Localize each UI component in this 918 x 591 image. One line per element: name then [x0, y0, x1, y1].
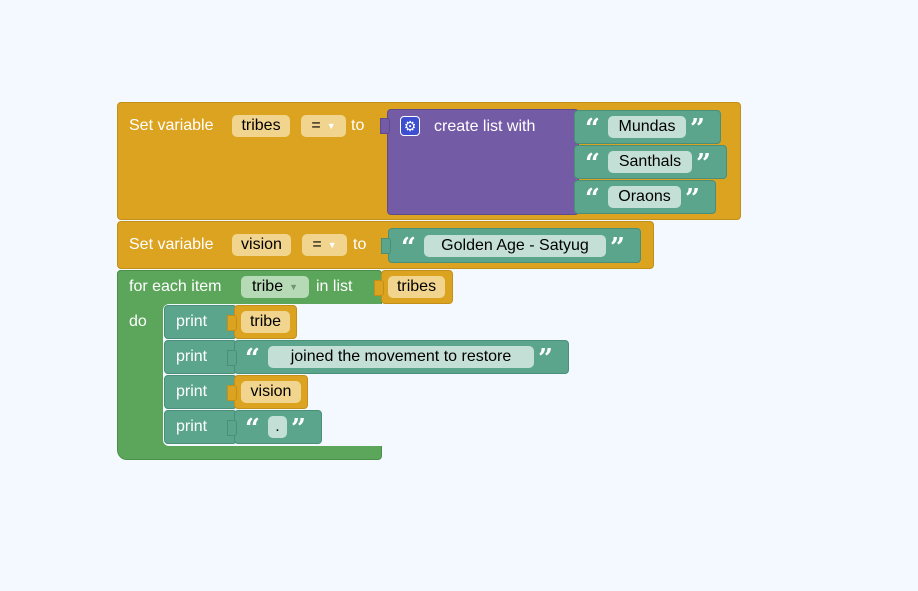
- open-quote-icon: “: [585, 184, 600, 214]
- chevron-down-icon: ▼: [289, 282, 299, 292]
- close-quote-icon: ”: [690, 114, 705, 144]
- text-output-tab: [227, 420, 237, 436]
- chevron-down-icon: ▼: [327, 240, 337, 250]
- text-output-tab: [381, 238, 391, 254]
- text-field-joined[interactable]: joined the movement to restore: [268, 346, 534, 368]
- for-each-label: for each item: [129, 278, 222, 295]
- loop-variable-label: tribe: [251, 278, 284, 296]
- close-quote-icon: ”: [685, 184, 700, 214]
- set-vision-prefix-label: Set variable: [129, 236, 214, 253]
- create-list-label: create list with: [434, 118, 536, 135]
- getter-output-tab: [227, 385, 237, 401]
- print-label: print: [176, 383, 208, 400]
- open-quote-icon: “: [585, 114, 600, 144]
- text-field-mundas[interactable]: Mundas: [608, 116, 686, 138]
- open-quote-icon: “: [401, 233, 416, 263]
- vision-getter-field[interactable]: vision: [241, 381, 301, 403]
- getter-output-tab: [374, 280, 384, 296]
- operator-label: =: [312, 236, 322, 254]
- tribe-getter-field[interactable]: tribe: [241, 311, 290, 333]
- text-field-santhals[interactable]: Santhals: [608, 151, 692, 173]
- print-block-4[interactable]: [164, 410, 237, 444]
- close-quote-icon: ”: [610, 233, 625, 263]
- text-output-tab: [227, 350, 237, 366]
- print-label: print: [176, 418, 208, 435]
- set-tribes-prefix-label: Set variable: [129, 117, 214, 134]
- text-field-period[interactable]: .: [268, 416, 287, 438]
- in-list-label: in list: [316, 278, 353, 295]
- chevron-down-icon: ▼: [326, 121, 336, 131]
- text-field-oraons[interactable]: Oraons: [608, 186, 681, 208]
- print-block-3[interactable]: [164, 375, 237, 409]
- open-quote-icon: “: [245, 344, 260, 374]
- print-label: print: [176, 348, 208, 365]
- getter-output-tab: [227, 315, 237, 331]
- list-output-tab: [380, 118, 390, 134]
- text-field-golden-age[interactable]: Golden Age - Satyug: [424, 235, 606, 257]
- operator-label: =: [311, 117, 321, 135]
- loop-variable-dropdown[interactable]: tribe ▼: [241, 276, 309, 298]
- vision-variable-field[interactable]: vision: [232, 234, 291, 256]
- print-label: print: [176, 313, 208, 330]
- close-quote-icon: ”: [291, 414, 306, 444]
- tribes-operator-dropdown[interactable]: = ▼: [301, 115, 346, 137]
- tribes-getter-field[interactable]: tribes: [388, 276, 445, 298]
- set-vision-to-label: to: [353, 236, 367, 253]
- do-label: do: [129, 313, 147, 330]
- tribes-variable-field[interactable]: tribes: [232, 115, 290, 137]
- open-quote-icon: “: [245, 414, 260, 444]
- set-tribes-to-label: to: [351, 117, 365, 134]
- open-quote-icon: “: [585, 149, 600, 179]
- close-quote-icon: ”: [538, 344, 553, 374]
- vision-operator-dropdown[interactable]: = ▼: [302, 234, 347, 256]
- gear-icon[interactable]: ⚙: [400, 116, 420, 136]
- close-quote-icon: ”: [696, 149, 711, 179]
